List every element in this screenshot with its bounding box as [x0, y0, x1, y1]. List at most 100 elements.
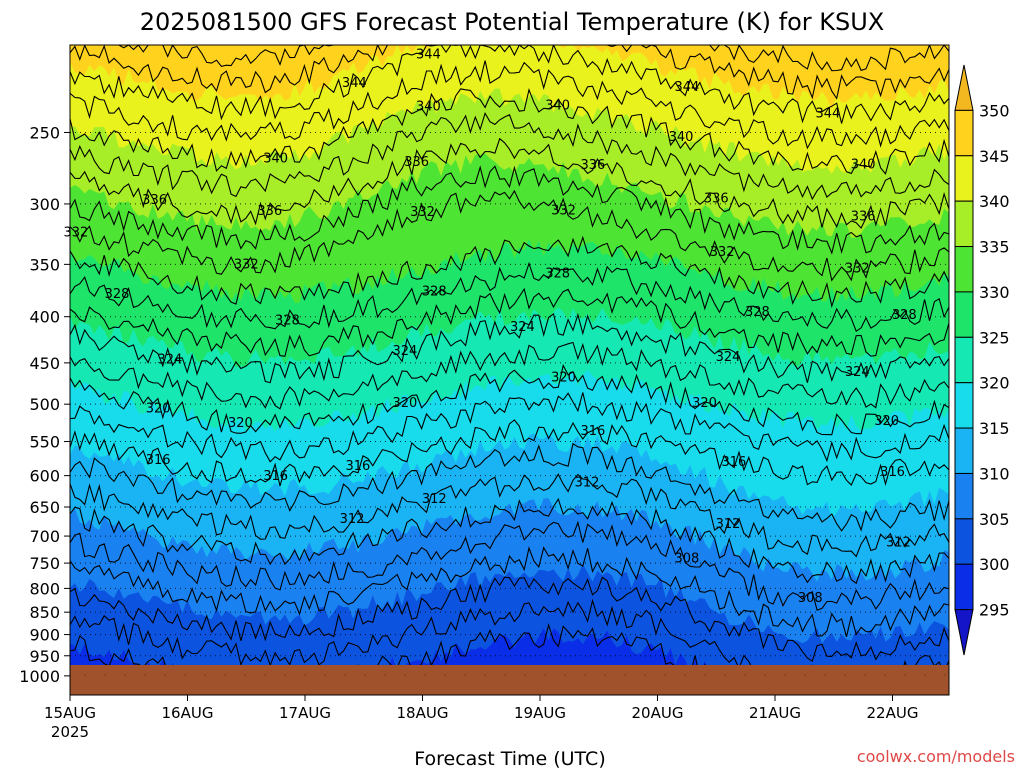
contour-label-32: 324	[510, 320, 535, 335]
colorbar-label-350: 350	[979, 101, 1010, 120]
colorbar-label-295: 295	[979, 601, 1010, 620]
colorbar-label-325: 325	[979, 328, 1010, 347]
contour-label-36: 320	[874, 414, 899, 429]
contour-label-20: 332	[710, 245, 735, 260]
contour-label-13: 340	[851, 157, 876, 172]
contour-label-8: 336	[580, 158, 605, 173]
isentrope-302	[70, 598, 949, 665]
isentrope-322	[70, 341, 949, 410]
contour-label-35: 324	[845, 365, 870, 380]
contour-label-12: 344	[815, 106, 840, 121]
contour-label-14: 336	[851, 209, 876, 224]
x-tick-label-16AUG: 16AUG	[162, 704, 214, 722]
x-axis: 15AUG 16AUG 17AUG 18AUG 19AUG 20AUG 21AUG 22AUG…	[44, 695, 918, 741]
contour-label-18: 332	[410, 205, 435, 220]
contour-label-19: 332	[551, 203, 576, 218]
contour-label-6: 340	[416, 99, 441, 114]
isentrope-328	[70, 261, 949, 333]
contour-label-7: 340	[545, 99, 570, 114]
contour-label-29: 320	[228, 416, 253, 431]
contour-label-27: 328	[745, 305, 770, 320]
contour-label-17: 336	[404, 155, 429, 170]
y-tick-label-550: 550	[29, 433, 60, 452]
contour-label-34: 324	[716, 350, 741, 365]
colorbar-swatch-310	[954, 472, 974, 520]
band-305	[70, 564, 949, 665]
contour-label-44: 312	[716, 517, 741, 532]
isentrope-326	[70, 287, 949, 357]
contour-label-3: 340	[263, 151, 288, 166]
contour-label-23: 324	[157, 352, 182, 367]
y-tick-label-950: 950	[29, 647, 60, 666]
contour-label-46: 312	[340, 512, 365, 527]
isentrope-342	[70, 60, 949, 150]
contour-label-0: 332	[63, 225, 88, 240]
contour-label-22: 328	[892, 308, 917, 323]
isentrope-340	[70, 87, 949, 175]
contour-label-49: 308	[674, 552, 699, 567]
contour-label-28: 320	[146, 401, 171, 416]
colorbar-label-310: 310	[979, 464, 1010, 483]
credit-link[interactable]: coolwx.com/models	[857, 747, 1015, 766]
isentrope-308	[70, 520, 949, 611]
y-axis: 250 300 350 400 450 500 550 600 650 700 750 800 850 9…	[19, 123, 70, 686]
colorbar-label-335: 335	[979, 238, 1010, 257]
x-tick-label-22AUG: 22AUG	[867, 704, 919, 722]
colorbar-swatch-335	[954, 246, 974, 293]
plot-frame	[69, 44, 950, 696]
contour-labels: 332 336 336 340 344 344 340 340 336 344 340 336 344 3…	[63, 48, 917, 607]
contour-label-48: 312	[422, 492, 447, 507]
contour-lines	[70, 45, 949, 665]
contour-label-43: 316	[580, 424, 605, 439]
isentrope-320	[70, 363, 949, 436]
isentrope-324	[70, 312, 949, 384]
colorbar-swatch-340	[954, 200, 974, 248]
x-axis-title: Forecast Time (UTC)	[414, 748, 605, 768]
colorbar-swatch-345	[954, 155, 974, 202]
y-tick-label-850: 850	[29, 603, 60, 622]
isentrope-312	[70, 473, 949, 558]
isentrope-330	[70, 235, 949, 309]
colorbar-swatch-305	[954, 518, 974, 565]
isentrope-346	[70, 45, 949, 100]
y-tick-label-350: 350	[29, 255, 60, 274]
y-tick-label-700: 700	[29, 527, 60, 546]
colorbar-label-315: 315	[979, 419, 1010, 438]
colorbar-swatch-315	[954, 427, 974, 474]
y-tick-label-900: 900	[29, 626, 60, 645]
y-tick-label-300: 300	[29, 195, 60, 214]
colorbar-swatch-300	[954, 563, 974, 611]
y-tick-label-250: 250	[29, 123, 60, 142]
colorbar-swatch-350	[954, 109, 974, 157]
contour-label-16: 332	[234, 257, 259, 272]
contour-label-37: 320	[692, 396, 717, 411]
isentrope-300	[70, 623, 706, 665]
contour-label-42: 316	[345, 459, 370, 474]
band-300	[70, 628, 715, 665]
contour-label-33: 320	[551, 370, 576, 385]
colorbar-swatch-325	[954, 336, 974, 384]
contour-label-15: 328	[105, 287, 130, 302]
isentrope-310	[70, 497, 949, 585]
contour-label-11: 336	[704, 191, 729, 206]
y-tick-label-1000: 1000	[19, 667, 60, 686]
y-tick-label-600: 600	[29, 467, 60, 486]
isentrope-304	[70, 576, 949, 663]
contour-label-24: 328	[275, 313, 300, 328]
x-tick-label-15AUG: 15AUG	[44, 704, 96, 722]
contour-label-10: 340	[669, 130, 694, 145]
x-tick-label-17AUG: 17AUG	[279, 704, 331, 722]
contour-label-40: 316	[146, 453, 171, 468]
y-tick-label-400: 400	[29, 308, 60, 327]
x-tick-label-18AUG: 18AUG	[397, 704, 449, 722]
chart-title: 2025081500 GFS Forecast Potential Temper…	[140, 8, 884, 36]
contour-label-38: 316	[721, 455, 746, 470]
contour-label-2: 336	[257, 204, 282, 219]
isentrope-332	[70, 189, 949, 282]
y-tick-label-800: 800	[29, 579, 60, 598]
isentrope-336	[70, 137, 949, 229]
isentrope-306	[70, 546, 949, 637]
contour-label-1: 336	[142, 193, 167, 208]
y-tick-label-750: 750	[29, 554, 60, 573]
